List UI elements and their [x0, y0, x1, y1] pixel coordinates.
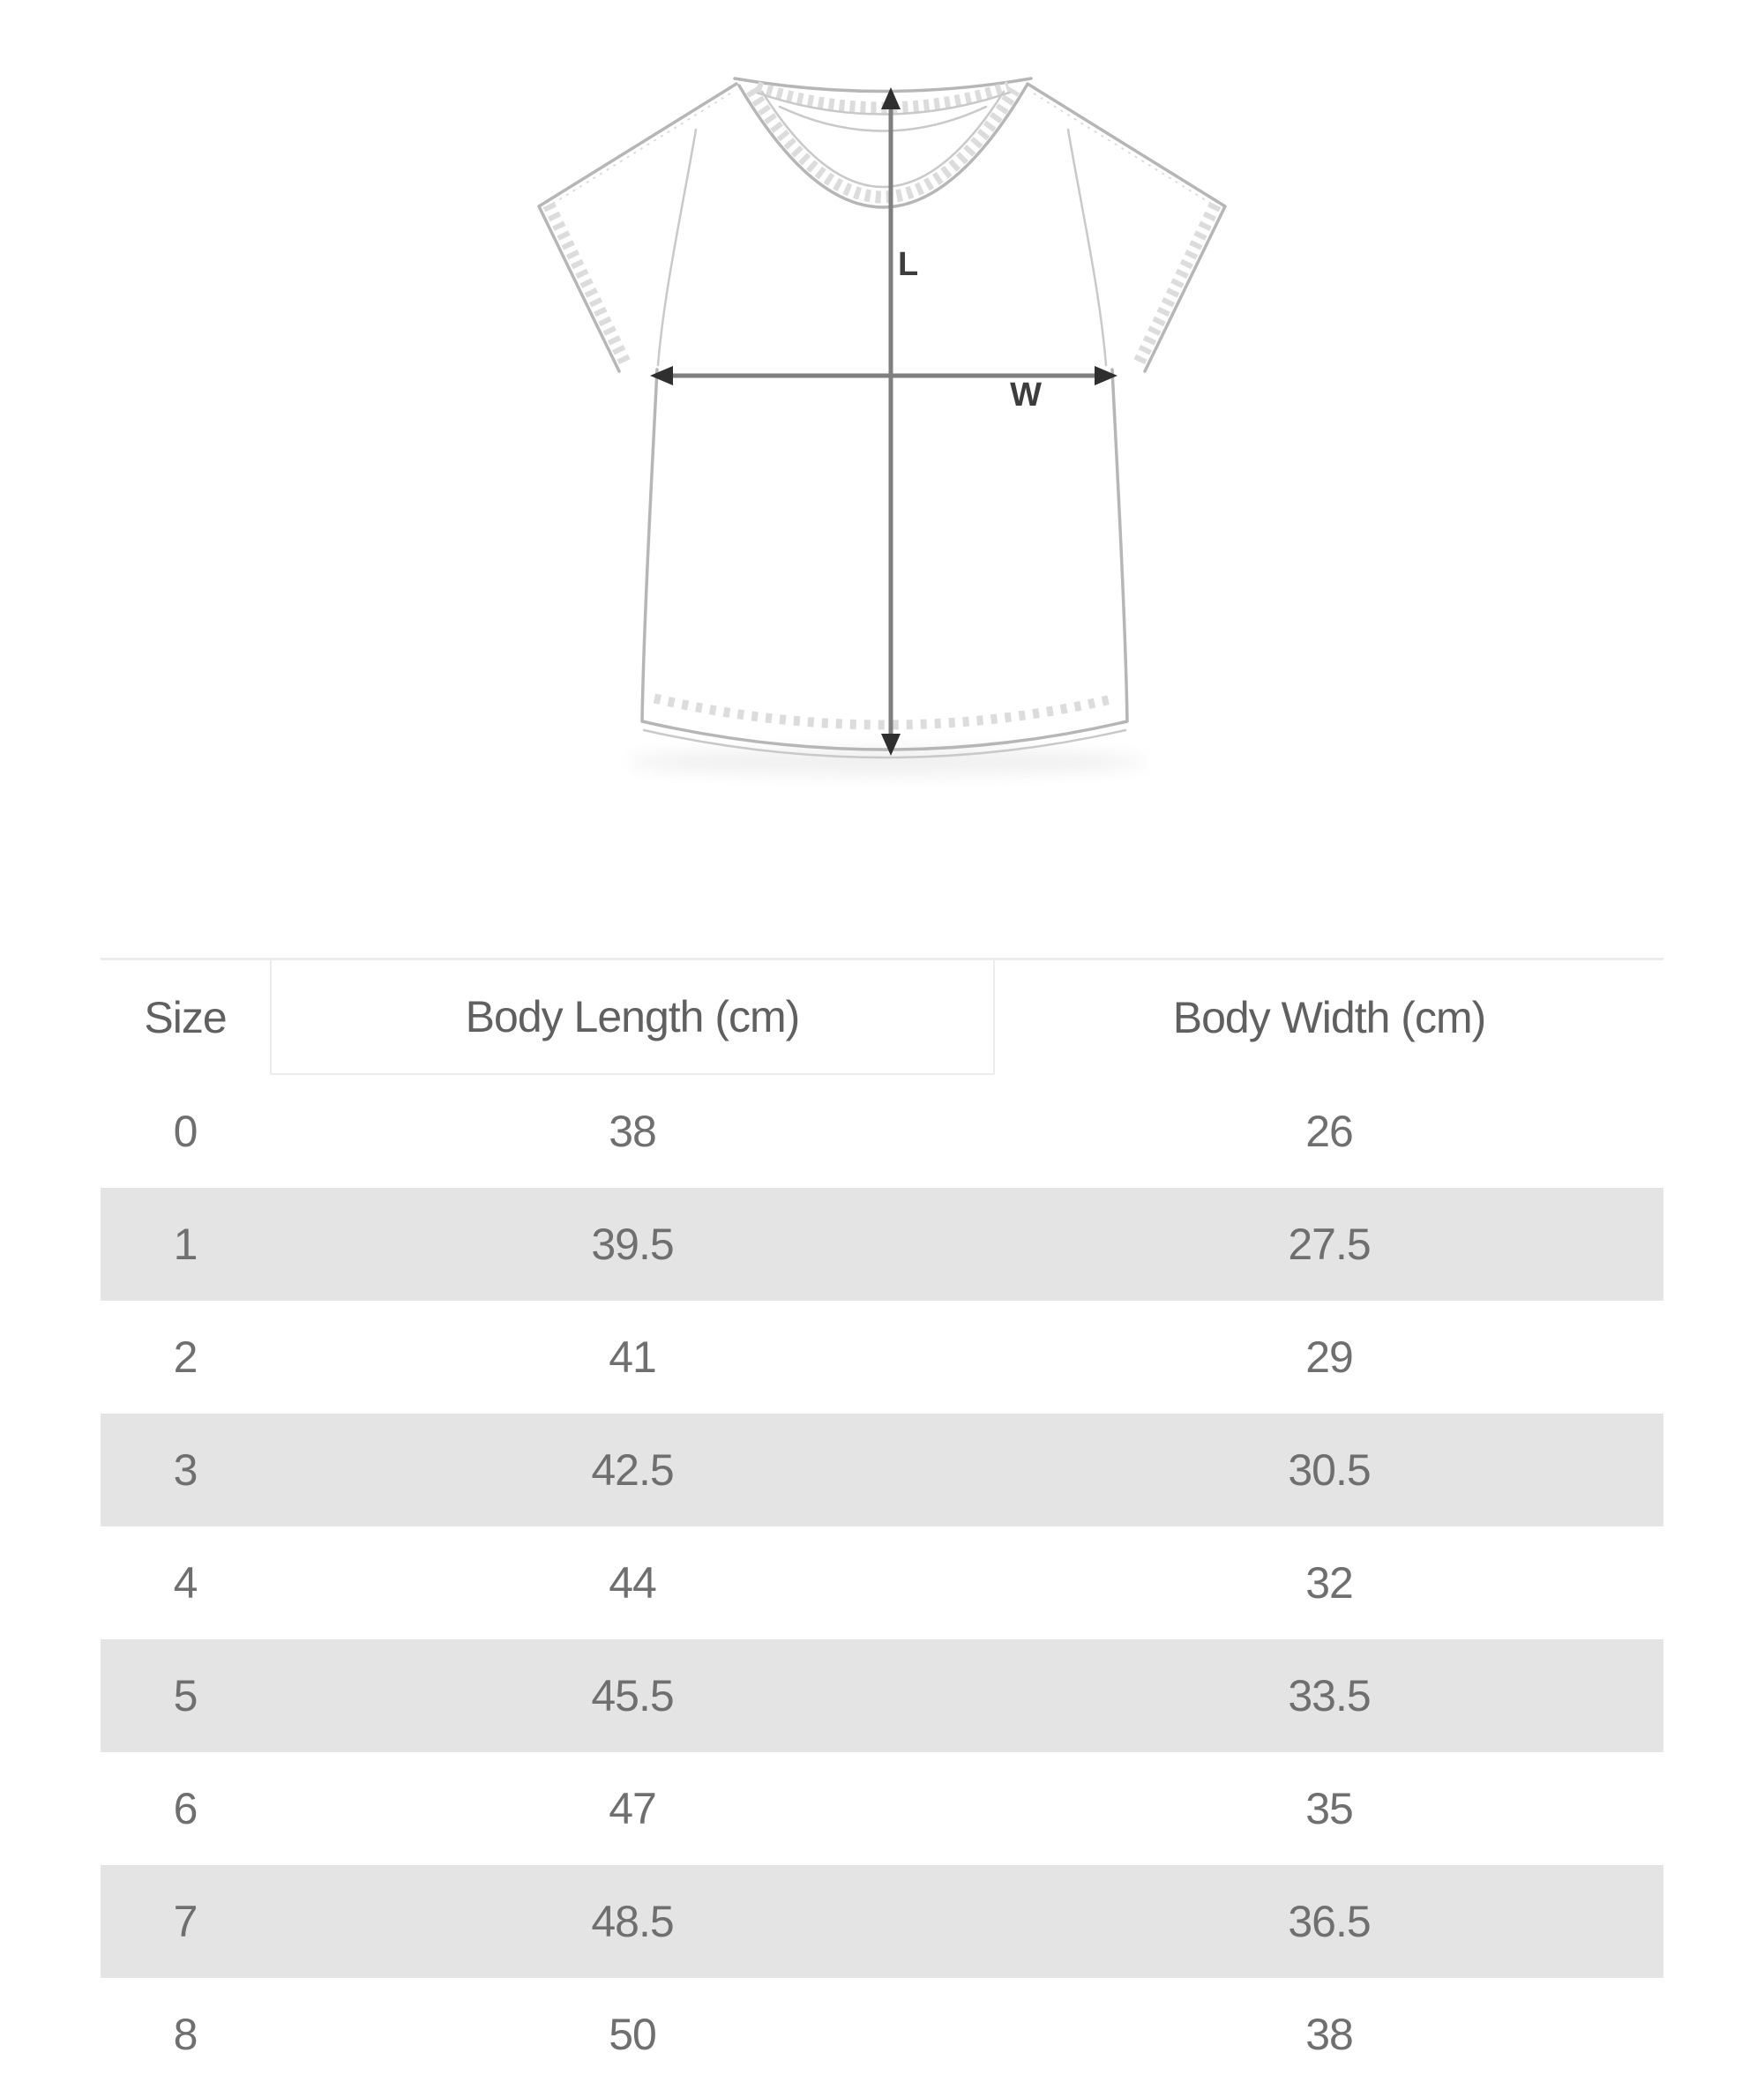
body-length-cell: 44 [609, 1558, 657, 1608]
shirt-body-outline [640, 368, 1129, 751]
body-length-cell: 38 [609, 1107, 657, 1156]
tshirt-size-diagram: L W [537, 77, 1227, 775]
table-header-row: Size Body Length (cm) Body Width (cm) [101, 960, 1663, 1075]
size-cell: 2 [173, 1332, 198, 1382]
left-armhole-seam [656, 128, 698, 367]
body-length-cell: 47 [609, 1784, 657, 1833]
shirt-hem-stitching [653, 693, 1117, 730]
size-cell: 4 [173, 1558, 198, 1608]
body-width-cell: 33.5 [1288, 1671, 1371, 1720]
table-row: 0 38 26 [101, 1075, 1663, 1188]
body-length-cell: 45.5 [591, 1671, 674, 1720]
body-length-cell: 48.5 [591, 1897, 674, 1946]
body-width-cell: 30.5 [1288, 1445, 1371, 1495]
table-row: 5 45.5 33.5 [101, 1639, 1663, 1752]
size-cell: 0 [173, 1107, 198, 1156]
length-label: L [898, 246, 918, 283]
table-row: 6 47 35 [101, 1752, 1663, 1865]
body-width-cell: 38 [1305, 2010, 1354, 2059]
size-cell: 8 [173, 2010, 198, 2059]
body-length-cell: 50 [609, 2010, 657, 2059]
table-row: 2 41 29 [101, 1301, 1663, 1414]
body-length-cell: 39.5 [591, 1220, 674, 1269]
size-cell: 6 [173, 1784, 198, 1833]
size-chart-table: Size Body Length (cm) Body Width (cm) 0 … [101, 958, 1663, 2091]
left-sleeve-outline [537, 82, 738, 373]
column-header-size[interactable]: Size [144, 993, 227, 1042]
width-label: W [1010, 377, 1042, 414]
size-cell: 3 [173, 1445, 198, 1495]
body-width-cell: 32 [1305, 1558, 1354, 1608]
column-header-body-width[interactable]: Body Width (cm) [1172, 993, 1487, 1042]
shirt-hem-fold [642, 728, 1127, 759]
size-cell: 5 [173, 1671, 198, 1720]
body-width-cell: 29 [1305, 1332, 1354, 1382]
collar-front-band-edge [760, 90, 1005, 189]
length-arrow-bottom-head [881, 734, 901, 756]
left-sleeve-hem-stitching [542, 201, 632, 369]
table-row: 8 50 38 [101, 1978, 1663, 2091]
body-length-cell: 42.5 [591, 1445, 674, 1495]
right-sleeve-outline [1026, 82, 1227, 373]
right-shoulder-seam [1033, 93, 1214, 205]
table-row: 7 48.5 36.5 [101, 1865, 1663, 1978]
body-width-cell: 26 [1305, 1107, 1354, 1156]
tshirt-diagram-figure: L W [0, 0, 1764, 958]
shirt-shadow [626, 749, 1147, 775]
table-row: 3 42.5 30.5 [101, 1414, 1663, 1526]
collar-back-band-edge [750, 89, 1016, 116]
body-length-cell: 41 [609, 1332, 657, 1382]
table-row: 4 44 32 [101, 1526, 1663, 1639]
table-row: 1 39.5 27.5 [101, 1188, 1663, 1301]
body-width-cell: 27.5 [1288, 1220, 1371, 1269]
right-armhole-seam [1066, 128, 1108, 367]
body-width-cell: 35 [1305, 1784, 1354, 1833]
column-header-body-length[interactable]: Body Length (cm) [270, 960, 995, 1075]
table-body: 0 38 26 1 39.5 27.5 2 41 29 3 42.5 30.5 … [101, 1075, 1663, 2091]
size-cell: 1 [173, 1220, 198, 1269]
collar-front-scoop [737, 84, 1028, 209]
left-shoulder-seam [550, 93, 731, 205]
collar-outer-edge [733, 77, 1033, 93]
length-arrow-top-head [881, 87, 901, 109]
width-arrow-right-head [1095, 366, 1117, 385]
body-width-cell: 36.5 [1288, 1897, 1371, 1946]
collar-back-seam [778, 105, 988, 132]
width-arrow-left-head [650, 366, 673, 385]
right-sleeve-hem-stitching [1132, 201, 1222, 369]
size-cell: 7 [173, 1897, 198, 1946]
